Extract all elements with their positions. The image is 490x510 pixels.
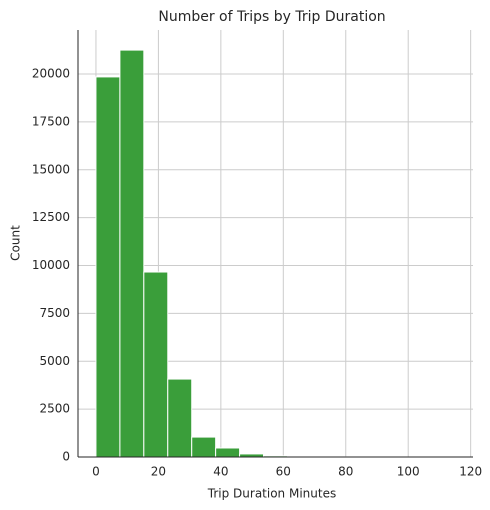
y-tick-label: 15000 (32, 162, 70, 176)
bar (119, 49, 145, 458)
y-tick-label: 2500 (39, 402, 70, 416)
y-tick-label: 5000 (39, 354, 70, 368)
bar (95, 76, 121, 458)
y-tick-label: 17500 (32, 114, 70, 128)
x-tick-label: 120 (459, 465, 482, 479)
y-tick-label: 7500 (39, 306, 70, 320)
x-tick-label: 60 (276, 465, 291, 479)
x-tick-label: 80 (338, 465, 353, 479)
x-tick-label: 100 (397, 465, 420, 479)
y-tick-label: 10000 (32, 258, 70, 272)
x-tick-label: 0 (92, 465, 100, 479)
chart-title: Number of Trips by Trip Duration (158, 9, 385, 25)
bar (167, 378, 193, 458)
x-tick-label: 40 (213, 465, 228, 479)
bar (143, 271, 169, 458)
x-tick-label: 20 (151, 465, 166, 479)
y-tick-label: 0 (62, 450, 70, 464)
bar (191, 436, 217, 458)
x-axis-label: Trip Duration Minutes (207, 487, 336, 501)
y-axis-label: Count (9, 225, 23, 261)
bar (215, 447, 241, 458)
y-tick-label: 20000 (32, 67, 70, 81)
y-tick-label: 12500 (32, 210, 70, 224)
